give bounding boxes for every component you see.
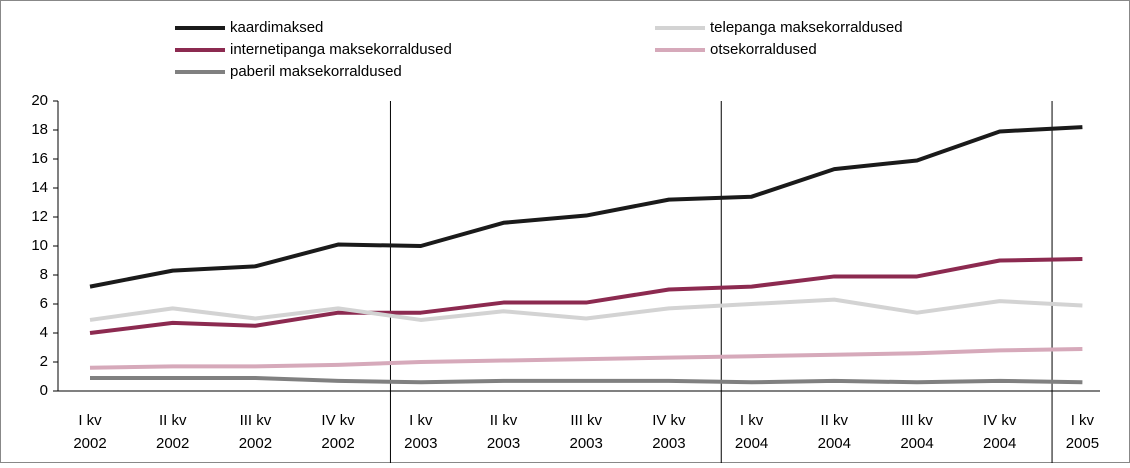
x-tick-label: 2004 <box>735 435 768 452</box>
x-tick-label: I kv <box>740 412 764 429</box>
x-tick-label: 2002 <box>73 435 106 452</box>
x-tick-label: 2005 <box>1066 435 1099 452</box>
x-tick-label: 2002 <box>239 435 272 452</box>
legend-label: paberil maksekorraldused <box>230 63 402 80</box>
series-line <box>89 346 1083 370</box>
x-tick-label: III kv <box>570 412 602 429</box>
x-tick-label: II kv <box>490 412 518 429</box>
y-tick-label: 18 <box>31 121 48 138</box>
series-line <box>89 125 1083 289</box>
x-tick-label: 2002 <box>156 435 189 452</box>
y-tick-label: 8 <box>40 266 48 283</box>
legend-label: internetipanga maksekorraldused <box>230 41 452 58</box>
x-tick-label: 2004 <box>983 435 1016 452</box>
x-tick-label: I kv <box>409 412 433 429</box>
legend-label: telepanga maksekorraldused <box>710 19 903 36</box>
y-tick-label: 10 <box>31 237 48 254</box>
x-tick-label: I kv <box>1071 412 1095 429</box>
y-tick-label: 6 <box>40 295 48 312</box>
legend-label: kaardimaksed <box>230 19 323 36</box>
series-line <box>89 257 1083 335</box>
x-tick-label: IV kv <box>983 412 1017 429</box>
y-tick-label: 12 <box>31 208 48 225</box>
x-tick-label: 2002 <box>321 435 354 452</box>
x-tick-label: II kv <box>821 412 849 429</box>
series-line <box>90 375 1083 385</box>
y-tick-label: 20 <box>31 92 48 109</box>
x-tick-label: 2003 <box>487 435 520 452</box>
y-tick-label: 16 <box>31 150 48 167</box>
x-tick-label: 2003 <box>404 435 437 452</box>
x-tick-label: II kv <box>159 412 187 429</box>
y-tick-label: 0 <box>40 382 48 399</box>
x-tick-label: IV kv <box>652 412 686 429</box>
x-tick-label: III kv <box>240 412 272 429</box>
y-tick-label: 14 <box>31 179 48 196</box>
legend-label: otsekorraldused <box>710 41 817 58</box>
x-tick-label: 2004 <box>818 435 851 452</box>
x-tick-label: 2003 <box>652 435 685 452</box>
series-line <box>89 297 1083 322</box>
x-tick-label: I kv <box>78 412 102 429</box>
x-tick-label: III kv <box>901 412 933 429</box>
y-tick-label: 4 <box>40 324 48 341</box>
x-tick-label: IV kv <box>321 412 355 429</box>
y-tick-label: 2 <box>40 353 48 370</box>
x-tick-label: 2004 <box>900 435 933 452</box>
x-tick-label: 2003 <box>570 435 603 452</box>
